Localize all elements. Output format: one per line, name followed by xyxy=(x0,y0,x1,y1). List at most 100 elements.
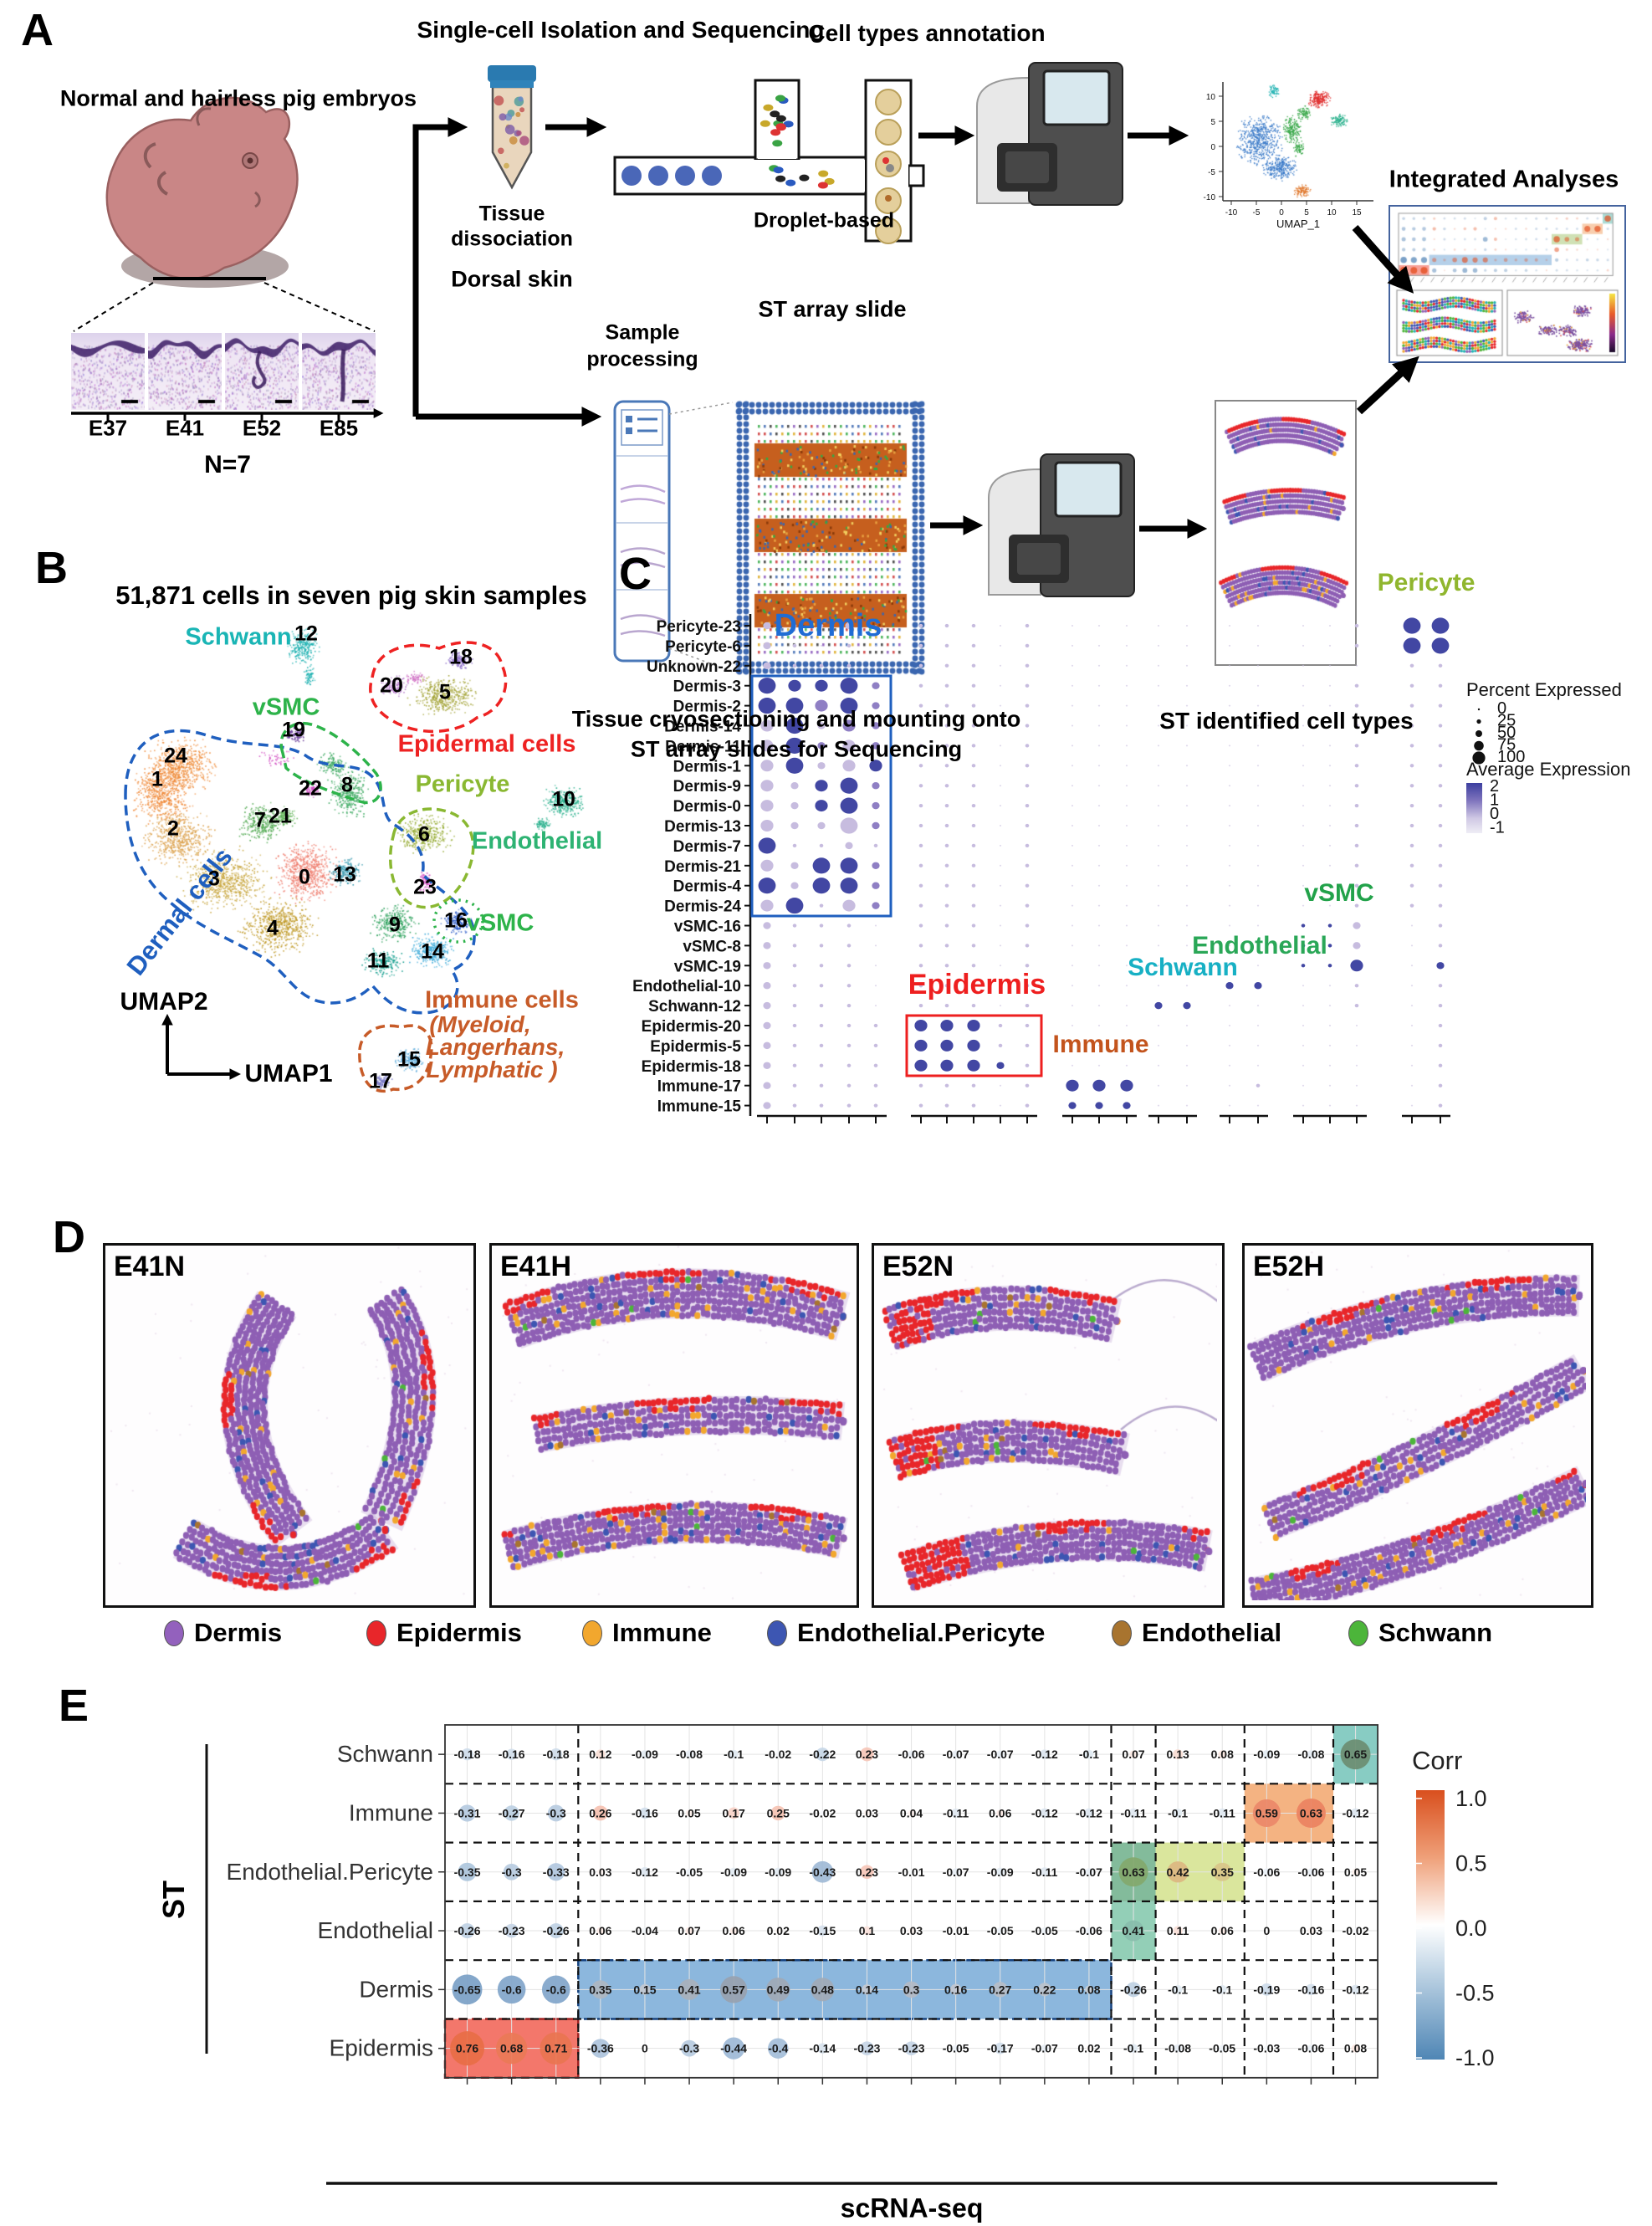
label-cryo-1: Tissue cryosectioning and mounting onto xyxy=(571,706,1021,732)
corr-value: -0.04 xyxy=(632,1924,658,1937)
percent-expressed-title: Percent Expressed xyxy=(1466,679,1622,700)
flow-arrow-diag-up xyxy=(1356,356,1419,415)
corr-value: -0.22 xyxy=(809,1748,836,1761)
corr-value: -0.43 xyxy=(809,1865,836,1879)
corr-value: -0.12 xyxy=(1031,1806,1058,1819)
tissue-tube-icon xyxy=(488,65,536,190)
average-expression-tick: 1 xyxy=(1490,791,1499,810)
corr-value: -0.1 xyxy=(724,1748,744,1761)
corr-value: -0.01 xyxy=(943,1924,969,1937)
corr-value: 0 xyxy=(1263,1924,1270,1937)
corr-value: -0.05 xyxy=(1031,1924,1058,1937)
dotplot-group-label: Epidermis xyxy=(908,969,1046,1000)
dotplot-group-label: Immune xyxy=(1052,1031,1148,1058)
umap-cluster-number: 6 xyxy=(418,822,430,847)
umap-annotation: (Myeloid, xyxy=(429,1011,531,1037)
corr-value: 0.3 xyxy=(903,1983,920,1996)
dermis-swatch xyxy=(164,1620,184,1646)
pig-embryo-illustration xyxy=(105,96,299,288)
dotplot-row-label: Dermis-24 xyxy=(664,898,741,916)
umap-annotation: Lymphatic ) xyxy=(426,1057,558,1082)
corr-value: 0.57 xyxy=(723,1983,745,1996)
umap-annotation: Langerhans, xyxy=(425,1034,565,1060)
corr-value: 0.07 xyxy=(1122,1748,1144,1761)
zoom-lead-left xyxy=(73,282,154,332)
dotplot-row-label: Dermis-7 xyxy=(673,838,741,856)
corr-value: -0.16 xyxy=(1297,1983,1324,1996)
dotplot-group-label: vSMC xyxy=(1304,879,1373,907)
corr-value: -0.06 xyxy=(1253,1865,1280,1879)
dotplot-row-label: Dermis-21 xyxy=(664,858,741,876)
corr-value: 0.06 xyxy=(723,1924,745,1937)
corr-value: 0.11 xyxy=(1167,1924,1189,1937)
mini-umap-canvas xyxy=(1196,69,1382,226)
corr-value: -0.11 xyxy=(1210,1806,1235,1819)
timepoint-e41: E41 xyxy=(165,415,205,441)
corr-value: 0.65 xyxy=(1344,1748,1367,1761)
label-tissue-dissociation-2: dissociation xyxy=(451,227,573,251)
corr-value: -0.07 xyxy=(943,1748,969,1761)
heatmap-row-label: Schwann xyxy=(337,1741,433,1767)
corr-value: -0.06 xyxy=(1076,1924,1102,1937)
dotplot-row-label: Dermis-13 xyxy=(664,818,741,836)
label-droplet-based: Droplet-based xyxy=(753,208,895,233)
corr-value: -0.02 xyxy=(809,1806,836,1819)
integrated-analyses-panel xyxy=(1389,205,1626,363)
average-expression-tick: 0 xyxy=(1490,805,1499,823)
umap-cluster-number: 14 xyxy=(421,939,444,964)
label-st-identified: ST identified cell types xyxy=(1159,708,1414,734)
timepoint-e37: E37 xyxy=(88,415,128,441)
corr-value: -0.15 xyxy=(809,1924,836,1937)
corr-value: 0.02 xyxy=(1077,2042,1100,2055)
corr-value: -0.05 xyxy=(676,1865,703,1879)
dotplot-row-label: Pericyte-23 xyxy=(657,618,741,636)
corr-value: 0.08 xyxy=(1344,2042,1367,2055)
corr-value: -0.02 xyxy=(1343,1924,1369,1937)
epidermis-swatch xyxy=(366,1620,386,1646)
corr-value: -0.17 xyxy=(987,2042,1014,2055)
corr-value: -0.14 xyxy=(809,2042,836,2055)
label-dorsal-skin: Dorsal skin xyxy=(451,266,573,292)
corr-value: -0.3 xyxy=(502,1865,522,1879)
histology-image-e37 xyxy=(71,333,145,410)
corr-value: -0.02 xyxy=(765,1748,791,1761)
dotplot-row-label: Epidermis-20 xyxy=(642,1018,741,1036)
umap-cluster-number: 20 xyxy=(380,673,403,698)
corr-legend-title: Corr xyxy=(1412,1746,1462,1775)
label-tissue-dissociation-1: Tissue xyxy=(478,202,545,226)
panel-label-d: D xyxy=(53,1212,85,1262)
corr-colorbar-tick: 0.5 xyxy=(1455,1851,1487,1876)
corr-value: 0.22 xyxy=(1033,1983,1056,1996)
corr-value: 0.25 xyxy=(767,1806,790,1819)
corr-value: -0.16 xyxy=(632,1806,658,1819)
umap-cluster-number: 12 xyxy=(294,622,318,646)
sequencer-icon xyxy=(976,62,1123,206)
epidermis-marker-box xyxy=(905,1014,1043,1077)
corr-value: 0.23 xyxy=(856,1748,878,1761)
corr-value: 0.06 xyxy=(589,1924,611,1937)
st-plot-e41h: E41H xyxy=(489,1243,859,1608)
dotplot-row-label: Immune-17 xyxy=(657,1078,741,1096)
endothelial-swatch xyxy=(1112,1620,1132,1646)
umap-cluster-number: 17 xyxy=(369,1069,392,1093)
corr-value: -0.1 xyxy=(1168,1983,1188,1996)
sample-label: E41H xyxy=(500,1251,572,1282)
average-expression-tick: 2 xyxy=(1490,777,1499,796)
umap-cluster-number: 23 xyxy=(413,875,437,899)
corr-value: -0.09 xyxy=(987,1865,1014,1879)
dotplot-row-label: Epidermis-18 xyxy=(642,1058,741,1076)
corr-value: -0.35 xyxy=(454,1865,481,1879)
legend-item-endothelial-pericyte: Endothelial.Pericyte xyxy=(767,1618,1045,1648)
corr-value: -0.33 xyxy=(543,1865,570,1879)
umap-cluster-number: 8 xyxy=(341,773,353,797)
corr-value: 0.35 xyxy=(589,1983,611,1996)
corr-value: -0.08 xyxy=(1164,2042,1191,2055)
corr-value: -0.07 xyxy=(1076,1865,1102,1879)
corr-colorbar-tick: -0.5 xyxy=(1455,1981,1495,2006)
corr-value: -0.19 xyxy=(1253,1983,1280,1996)
corr-value: -0.18 xyxy=(543,1748,570,1761)
corr-value: 0.42 xyxy=(1167,1865,1189,1879)
scrna-seq-axis-label: scRNA-seq xyxy=(840,2193,984,2223)
umap-cluster-number: 2 xyxy=(167,816,179,841)
legend-item-epidermis: Epidermis xyxy=(366,1618,522,1648)
